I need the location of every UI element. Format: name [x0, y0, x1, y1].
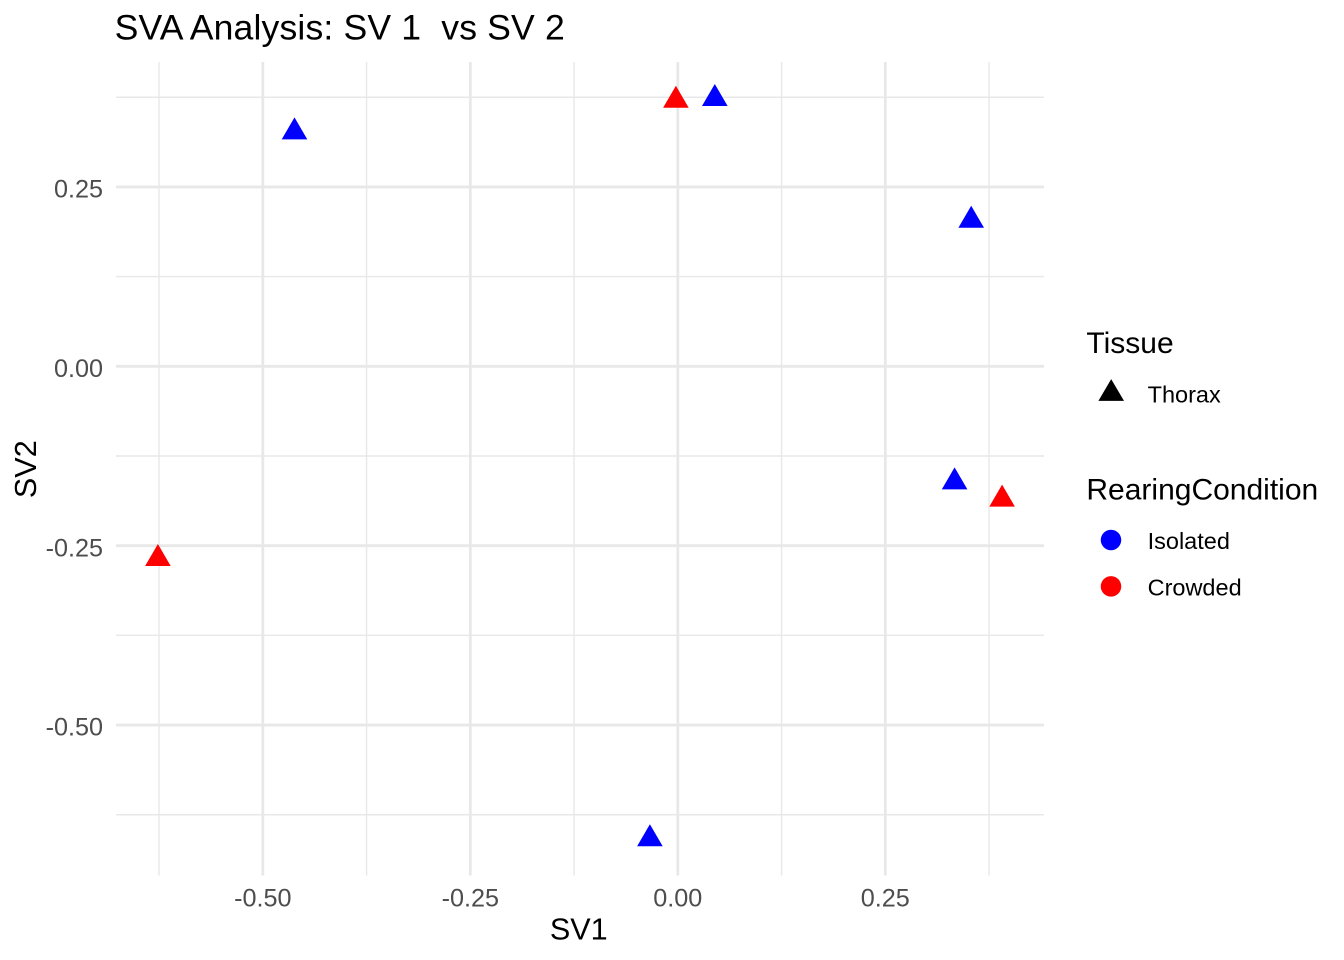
svg-text:Crowded: Crowded: [1148, 574, 1242, 600]
svg-text:RearingCondition: RearingCondition: [1086, 474, 1318, 507]
svg-text:Thorax: Thorax: [1148, 381, 1221, 407]
svg-text:0.25: 0.25: [861, 884, 910, 912]
svg-text:Tissue: Tissue: [1086, 327, 1173, 360]
svg-text:SV2: SV2: [9, 440, 43, 498]
svg-text:0.25: 0.25: [54, 176, 103, 204]
svg-text:Isolated: Isolated: [1148, 528, 1230, 554]
svg-text:SVA Analysis: SV 1 vs SV 2: SVA Analysis: SV 1 vs SV 2: [115, 7, 565, 47]
svg-text:0.00: 0.00: [653, 884, 702, 912]
svg-text:-0.25: -0.25: [442, 884, 499, 912]
svg-text:-0.25: -0.25: [46, 534, 103, 562]
svg-text:SV1: SV1: [550, 913, 608, 947]
svg-text:-0.50: -0.50: [234, 884, 291, 912]
svg-text:-0.50: -0.50: [46, 714, 103, 742]
svg-text:0.00: 0.00: [54, 355, 103, 383]
